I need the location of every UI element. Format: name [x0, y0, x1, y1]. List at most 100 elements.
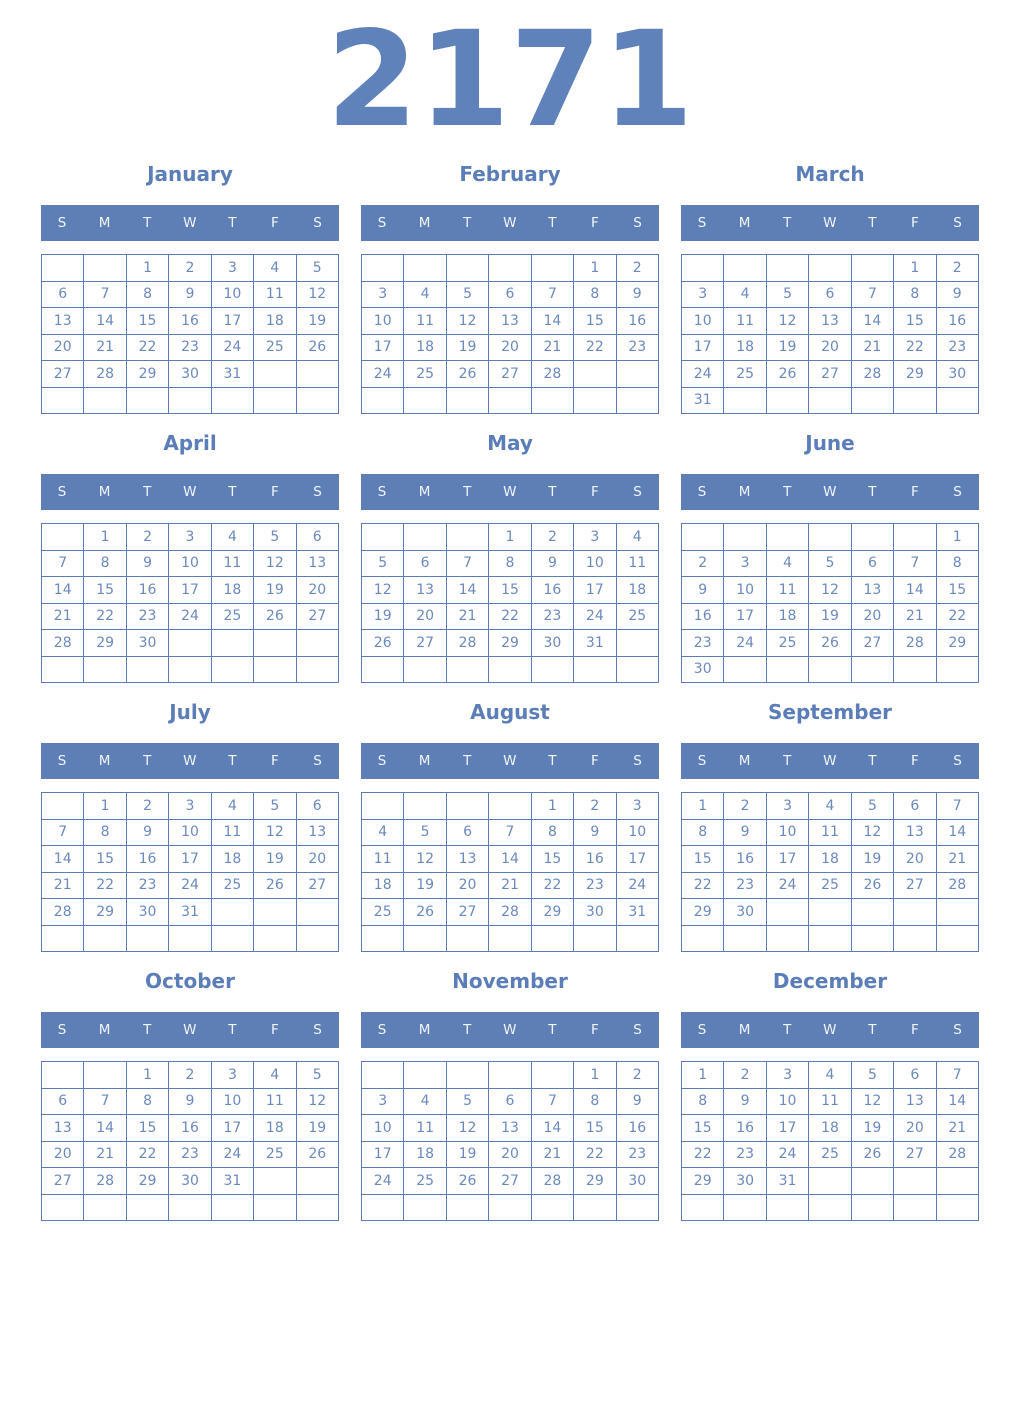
day-cell: 11 — [615, 549, 660, 577]
day-cell: 9 — [125, 818, 170, 846]
day-cell: 13 — [808, 307, 852, 335]
empty-day-cell — [403, 924, 447, 952]
day-cell: 25 — [808, 871, 852, 899]
empty-day-cell — [680, 1193, 725, 1221]
empty-day-cell — [893, 523, 937, 551]
day-cell: 29 — [680, 898, 725, 926]
empty-day-cell — [850, 898, 895, 926]
day-cell: 4 — [360, 818, 405, 846]
day-cell: 19 — [360, 602, 405, 630]
day-cell: 16 — [615, 1114, 660, 1142]
weekday-label: F — [591, 215, 600, 231]
day-cell: 3 — [360, 1087, 405, 1115]
empty-day-cell — [253, 924, 297, 952]
empty-day-cell — [83, 386, 127, 414]
day-cell: 27 — [403, 629, 447, 657]
empty-day-cell — [573, 386, 617, 414]
day-cell: 21 — [445, 602, 490, 630]
day-cell: 24 — [360, 360, 405, 388]
day-cell: 1 — [125, 254, 170, 282]
day-cell: 20 — [850, 602, 895, 630]
day-cell: 7 — [530, 280, 575, 308]
day-cell: 1 — [893, 254, 937, 282]
day-cell: 26 — [850, 1140, 895, 1168]
weekday-label: S — [633, 484, 643, 500]
month-table: 1 2 3 4 5 6 7 8 9 10 11 12 13 14 15 16 17 18 19 20 21 22 23 24 2… — [360, 254, 660, 414]
day-cell: 1 — [935, 523, 980, 551]
weekday-label: S — [633, 753, 643, 769]
day-cell: 20 — [893, 845, 937, 873]
day-cell: 25 — [808, 1140, 852, 1168]
day-cell: 11 — [723, 307, 767, 335]
weekday-label: W — [503, 215, 517, 231]
day-cell: 26 — [295, 1140, 340, 1168]
week-row: 10 11 12 13 14 15 16 — [360, 1114, 660, 1142]
weekday-label: T — [783, 215, 792, 231]
day-cell: 28 — [893, 629, 937, 657]
weekday-label: M — [738, 1022, 751, 1038]
empty-day-cell — [893, 924, 937, 952]
day-cell: 28 — [530, 360, 575, 388]
week-row — [40, 924, 340, 952]
day-cell: 7 — [83, 280, 127, 308]
day-cell: 6 — [403, 549, 447, 577]
empty-day-cell — [125, 924, 170, 952]
day-cell: 2 — [168, 254, 212, 282]
day-cell: 5 — [403, 818, 447, 846]
day-cell: 26 — [253, 602, 297, 630]
day-cell: 27 — [808, 360, 852, 388]
day-cell: 8 — [680, 1087, 725, 1115]
empty-day-cell — [723, 386, 767, 414]
weekday-label: M — [418, 484, 431, 500]
empty-day-cell — [360, 1061, 405, 1089]
day-cell: 21 — [935, 1114, 980, 1142]
empty-day-cell — [723, 655, 767, 683]
empty-day-cell — [808, 924, 852, 952]
empty-day-cell — [488, 1061, 532, 1089]
day-cell: 27 — [295, 871, 340, 899]
day-cell: 1 — [680, 792, 725, 820]
day-cell: 26 — [808, 629, 852, 657]
day-cell: 3 — [615, 792, 660, 820]
empty-day-cell — [850, 1167, 895, 1195]
empty-day-cell — [295, 655, 340, 683]
day-cell: 15 — [573, 1114, 617, 1142]
day-cell: 7 — [935, 792, 980, 820]
day-cell: 25 — [360, 898, 405, 926]
day-cell: 22 — [488, 602, 532, 630]
empty-day-cell — [403, 254, 447, 282]
day-cell: 17 — [210, 1114, 255, 1142]
weekday-label: W — [823, 753, 837, 769]
weekday-label: T — [548, 215, 557, 231]
weekday-label: S — [697, 1022, 707, 1038]
empty-day-cell — [488, 254, 532, 282]
day-cell: 11 — [808, 818, 852, 846]
week-row: 7 8 9 10 11 12 13 — [40, 818, 340, 846]
day-cell: 3 — [765, 792, 810, 820]
day-cell: 19 — [253, 845, 297, 873]
day-cell: 18 — [210, 845, 255, 873]
day-cell: 5 — [445, 1087, 490, 1115]
day-cell: 21 — [40, 871, 85, 899]
day-cell: 23 — [723, 871, 767, 899]
day-cell: 29 — [125, 360, 170, 388]
empty-day-cell — [935, 1193, 980, 1221]
day-cell: 14 — [850, 307, 895, 335]
week-row: 10 11 12 13 14 15 16 — [680, 307, 980, 335]
day-cell: 6 — [295, 792, 340, 820]
day-cell: 9 — [723, 818, 767, 846]
day-cell: 17 — [765, 845, 810, 873]
day-cell: 18 — [403, 333, 447, 361]
day-cell: 15 — [530, 845, 575, 873]
day-cell: 5 — [295, 1061, 340, 1089]
empty-day-cell — [808, 898, 852, 926]
weekday-label: S — [313, 753, 323, 769]
empty-day-cell — [573, 1193, 617, 1221]
day-cell: 5 — [253, 792, 297, 820]
day-cell: 13 — [403, 576, 447, 604]
empty-day-cell — [40, 924, 85, 952]
day-cell: 21 — [850, 333, 895, 361]
